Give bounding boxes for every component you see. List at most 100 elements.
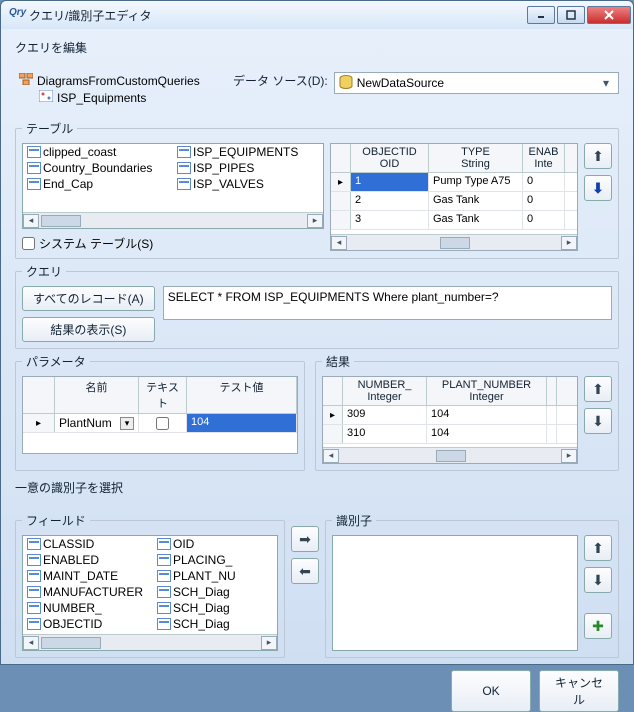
cancel-button[interactable]: キャンセル (539, 670, 619, 712)
list-item[interactable]: PLACING_ (153, 552, 273, 568)
scroll-thumb[interactable] (41, 215, 81, 227)
cell[interactable]: 310 (343, 425, 427, 443)
table-icon (157, 538, 171, 550)
fields-hscrollbar[interactable]: ◂ ▸ (23, 634, 277, 650)
list-item[interactable]: ISP_VALVES (173, 176, 323, 192)
list-item[interactable]: SCH_Diag (153, 600, 273, 616)
tables-listbox[interactable]: clipped_coastCountry_BoundariesEnd_Cap I… (22, 143, 324, 229)
param-name-cell[interactable]: PlantNum▾ (55, 414, 139, 432)
preview-grid[interactable]: OBJECTIDOIDTYPEStringENABInte ▸1Pump Typ… (330, 143, 578, 251)
remove-field-button[interactable]: ⬅ (291, 558, 319, 584)
table-icon (157, 554, 171, 566)
system-tables-check[interactable] (22, 237, 35, 250)
table-row[interactable]: 2Gas Tank0 (331, 192, 577, 211)
ident-add-button[interactable]: ✚ (584, 613, 612, 639)
tree-root[interactable]: DiagramsFromCustomQueries (19, 72, 215, 89)
column-header[interactable]: PLANT_NUMBERInteger (427, 377, 547, 405)
table-row[interactable]: ▸309104 (323, 406, 577, 425)
results-hscrollbar[interactable]: ◂ ▸ (323, 447, 577, 463)
cell[interactable]: 0 (523, 211, 565, 229)
ident-label: 一意の識別子を選択 (15, 479, 619, 496)
system-tables-checkbox[interactable]: システム テーブル(S) (22, 235, 324, 252)
results-down-button[interactable]: ⬇ (584, 408, 612, 434)
ident-down-button[interactable]: ⬇ (584, 567, 612, 593)
list-item[interactable]: ISP_PIPES (173, 160, 323, 176)
table-row[interactable]: ▸1Pump Type A750 (331, 173, 577, 192)
column-header[interactable]: NUMBER_Integer (343, 377, 427, 405)
cell[interactable]: Gas Tank (429, 211, 523, 229)
query-fieldset: クエリ すべてのレコード(A) 結果の表示(S) SELECT * FROM I… (15, 263, 619, 349)
column-header[interactable]: TYPEString (429, 144, 523, 172)
param-text-cell[interactable] (139, 414, 187, 432)
results-up-button[interactable]: ⬆ (584, 376, 612, 402)
query-icon (39, 90, 53, 105)
list-item[interactable]: ENABLED (23, 552, 153, 568)
list-item[interactable]: MANUFACTURER (23, 584, 153, 600)
all-records-button[interactable]: すべてのレコード(A) (22, 286, 155, 311)
show-results-button[interactable]: 結果の表示(S) (22, 317, 155, 342)
cell[interactable]: 1 (351, 173, 429, 191)
tree-child[interactable]: ISP_Equipments (19, 89, 215, 106)
cell[interactable]: 2 (351, 192, 429, 210)
ident-up-button[interactable]: ⬆ (584, 535, 612, 561)
system-tables-label: システム テーブル(S) (39, 235, 153, 252)
fields-legend: フィールド (22, 512, 90, 529)
table-row[interactable]: 3Gas Tank0 (331, 211, 577, 230)
table-icon (157, 602, 171, 614)
table-icon (157, 586, 171, 598)
fields-listbox[interactable]: CLASSIDENABLEDMAINT_DATEMANUFACTURERNUMB… (22, 535, 278, 651)
sql-textarea[interactable]: SELECT * FROM ISP_EQUIPMENTS Where plant… (163, 286, 612, 320)
list-item[interactable]: OBJECTID (23, 616, 153, 632)
ok-button[interactable]: OK (451, 670, 531, 712)
params-legend: パラメータ (22, 353, 90, 370)
list-item[interactable]: MAINT_DATE (23, 568, 153, 584)
param-test-cell[interactable]: 104 (187, 414, 297, 432)
list-item[interactable]: OID (153, 536, 273, 552)
close-button[interactable] (587, 6, 631, 24)
table-row[interactable]: 310104 (323, 425, 577, 444)
add-field-button[interactable]: ➡ (291, 526, 319, 552)
list-item[interactable]: End_Cap (23, 176, 173, 192)
ident-listbox[interactable] (332, 535, 578, 651)
list-item[interactable]: NUMBER_ (23, 600, 153, 616)
cell[interactable]: Pump Type A75 (429, 173, 523, 191)
cell[interactable]: 0 (523, 173, 565, 191)
list-item[interactable]: SCH_Diag (153, 616, 273, 632)
move-up-button[interactable]: ⬆ (584, 143, 612, 169)
tables-hscrollbar[interactable]: ◂ ▸ (23, 212, 323, 228)
table-icon (27, 554, 41, 566)
cell[interactable]: 0 (523, 192, 565, 210)
results-legend: 結果 (322, 353, 354, 370)
column-header[interactable]: OBJECTIDOID (351, 144, 429, 172)
datasource-select[interactable]: NewDataSource ▾ (334, 72, 619, 94)
app-icon: Qry (9, 7, 25, 23)
list-item[interactable]: CLASSID (23, 536, 153, 552)
maximize-button[interactable] (557, 6, 585, 24)
results-grid[interactable]: NUMBER_IntegerPLANT_NUMBERInteger ▸30910… (322, 376, 578, 464)
list-item[interactable]: SCH_Diag (153, 584, 273, 600)
list-item[interactable]: ISP_EQUIPMENTS (173, 144, 323, 160)
cell[interactable]: 3 (351, 211, 429, 229)
cell[interactable]: 104 (427, 425, 547, 443)
column-header[interactable]: ENABInte (523, 144, 565, 172)
move-down-button[interactable]: ⬇ (584, 175, 612, 201)
cell[interactable]: 309 (343, 406, 427, 424)
params-fieldset: パラメータ 名前 テキスト テスト値 ▸ PlantNum▾ 104 (15, 353, 305, 471)
list-item[interactable]: PLANT_NU (153, 568, 273, 584)
window: Qry クエリ/識別子エディタ クエリを編集 DiagramsFromCusto… (0, 0, 634, 665)
titlebar[interactable]: Qry クエリ/識別子エディタ (1, 1, 633, 29)
cell[interactable]: Gas Tank (429, 192, 523, 210)
cell[interactable]: 104 (427, 406, 547, 424)
scroll-right-button[interactable]: ▸ (307, 214, 323, 228)
list-item[interactable]: Country_Boundaries (23, 160, 173, 176)
table-row[interactable]: ▸ PlantNum▾ 104 (23, 414, 297, 433)
query-tree[interactable]: DiagramsFromCustomQueries ISP_Equipments (15, 72, 215, 106)
row-indicator-icon (331, 192, 351, 210)
list-item[interactable]: clipped_coast (23, 144, 173, 160)
minimize-button[interactable] (527, 6, 555, 24)
results-fieldset: 結果 NUMBER_IntegerPLANT_NUMBERInteger ▸30… (315, 353, 619, 471)
preview-hscrollbar[interactable]: ◂ ▸ (331, 234, 577, 250)
scroll-left-button[interactable]: ◂ (23, 214, 39, 228)
table-icon (157, 618, 171, 630)
params-grid[interactable]: 名前 テキスト テスト値 ▸ PlantNum▾ 104 (22, 376, 298, 454)
